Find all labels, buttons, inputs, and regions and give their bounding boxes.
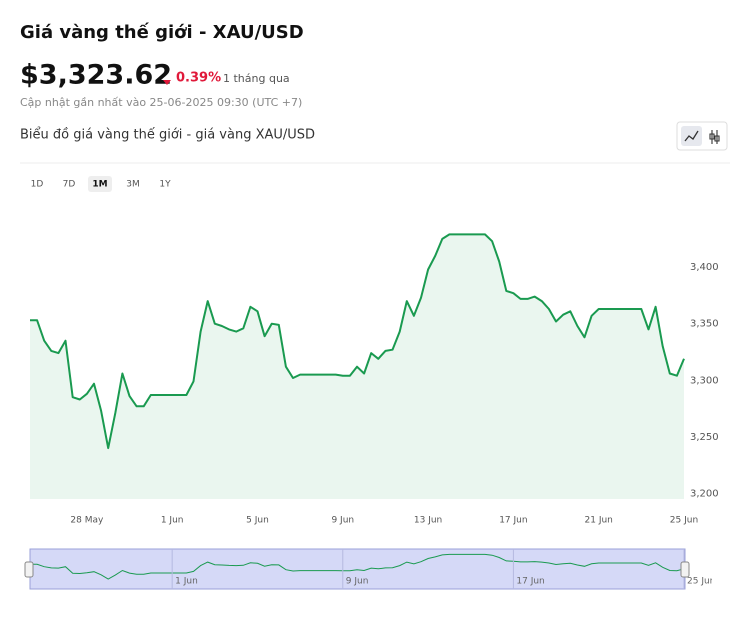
chart-title: Biểu đồ giá vàng thế giới - giá vàng XAU… — [20, 128, 315, 143]
navigator[interactable] — [29, 548, 686, 590]
x-tick-label: 5 Jun — [246, 516, 269, 526]
range-button[interactable]: 7D — [63, 180, 76, 190]
x-tick-label: 25 Jun — [670, 516, 698, 526]
navigator-label: 25 Jun — [687, 577, 715, 587]
y-tick-label: 3,300 — [690, 375, 719, 386]
x-tick-label: 9 Jun — [331, 516, 354, 526]
navigator-label: 17 Jun — [516, 577, 544, 587]
nav-handle-right[interactable] — [680, 561, 690, 578]
range-button[interactable]: 1Y — [159, 180, 171, 190]
updated: Cập nhật gần nhất vào 25-06-2025 09:30 (… — [20, 96, 302, 109]
x-tick-label: 13 Jun — [414, 516, 442, 526]
x-tick-label: 1 Jun — [161, 516, 184, 526]
range-active-bg — [88, 176, 112, 192]
line-mode-button[interactable] — [681, 126, 702, 146]
candle-mode-button[interactable] — [709, 130, 720, 144]
navigator-line — [30, 553, 685, 580]
range-button[interactable]: 3M — [126, 180, 140, 190]
line-icon — [684, 130, 699, 142]
down-arrow — [163, 80, 171, 85]
y-tick-label: 3,400 — [690, 262, 719, 273]
change: 0.39% — [176, 71, 221, 86]
price: $3,323.62 — [20, 60, 172, 91]
range-button[interactable]: 1M — [92, 180, 107, 190]
page-title: Giá vàng thế giới - XAU/USD — [20, 22, 304, 43]
navigator-label: 9 Jun — [346, 577, 369, 587]
y-tick-label: 3,200 — [690, 488, 719, 499]
period: 1 tháng qua — [223, 72, 290, 85]
y-tick-label: 3,250 — [690, 432, 719, 443]
x-tick-label: 21 Jun — [585, 516, 613, 526]
navigator-label: 1 Jun — [175, 577, 198, 587]
x-tick-label: 28 May — [70, 516, 104, 526]
price-line — [30, 233, 685, 450]
x-tick-label: 17 Jun — [499, 516, 527, 526]
y-tick-label: 3,350 — [690, 319, 719, 330]
nav-handle-left[interactable] — [24, 561, 34, 578]
range-button[interactable]: 1D — [31, 180, 44, 190]
